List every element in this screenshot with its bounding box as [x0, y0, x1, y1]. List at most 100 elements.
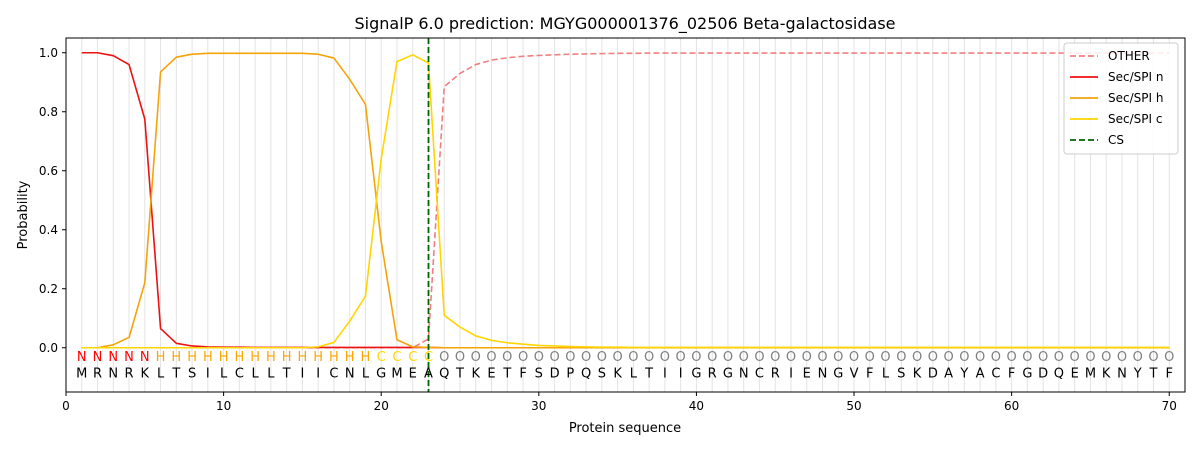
residue-label: P	[566, 366, 574, 381]
residue-label: E	[409, 366, 417, 381]
residue-label: S	[535, 366, 543, 381]
x-tick-label: 0	[62, 399, 70, 413]
residue-label: N	[818, 366, 828, 381]
residue-label: E	[487, 366, 495, 381]
residue-label: A	[944, 366, 953, 381]
legend-label: OTHER	[1108, 49, 1150, 63]
legend-label: Sec/SPI c	[1108, 112, 1162, 126]
residue-label: S	[188, 366, 196, 381]
plot-frame	[65, 37, 1186, 393]
axes: 0 10 20 30 40 50 60 70 0.0 0.2 0.4 0.6 0.8 1.0	[39, 46, 1177, 413]
series-line-sec-spi-n	[81, 51, 1170, 349]
region-label: H	[171, 350, 181, 365]
region-label: O	[1164, 350, 1174, 365]
residue-label: D	[928, 366, 938, 381]
residue-label: C	[235, 366, 244, 381]
residue-label: G	[1022, 366, 1032, 381]
residue-label: L	[267, 366, 275, 381]
region-label: O	[644, 350, 654, 365]
series-line-sec-spi-c	[81, 54, 1170, 349]
region-label: O	[676, 350, 686, 365]
region-label: O	[1070, 350, 1080, 365]
residue-label: R	[93, 366, 102, 381]
region-label: O	[991, 350, 1001, 365]
x-tick-label: 60	[1004, 399, 1019, 413]
region-label: O	[534, 350, 544, 365]
region-label: H	[203, 350, 213, 365]
region-label: O	[802, 350, 812, 365]
region-label: N	[108, 350, 118, 365]
region-label: O	[1054, 350, 1064, 365]
region-label: O	[581, 350, 591, 365]
region-label: O	[928, 350, 938, 365]
residue-label: M	[1085, 366, 1096, 381]
region-label: O	[739, 350, 749, 365]
region-label: O	[691, 350, 701, 365]
region-label: O	[471, 350, 481, 365]
residue-label: T	[171, 366, 180, 381]
residue-label: R	[708, 366, 717, 381]
x-tick-label: 50	[846, 399, 861, 413]
region-label: O	[1101, 350, 1111, 365]
region-label: H	[219, 350, 229, 365]
residue-label: T	[1149, 366, 1158, 381]
region-label: N	[93, 350, 103, 365]
residue-label: I	[789, 366, 793, 381]
region-label: O	[865, 350, 875, 365]
residue-label: T	[455, 366, 464, 381]
region-label: O	[833, 350, 843, 365]
region-label: O	[660, 350, 670, 365]
region-label: O	[1148, 350, 1158, 365]
region-label: O	[707, 350, 717, 365]
region-label: C	[408, 350, 417, 365]
region-label: O	[628, 350, 638, 365]
residue-label: I	[679, 366, 683, 381]
region-label: O	[1007, 350, 1017, 365]
region-label: O	[959, 350, 969, 365]
residue-label: I	[316, 366, 320, 381]
residue-label: E	[1071, 366, 1079, 381]
residue-label: S	[897, 366, 905, 381]
residue-label: C	[755, 366, 764, 381]
region-label: O	[1038, 350, 1048, 365]
residue-label: E	[803, 366, 811, 381]
residue-label: D	[550, 366, 560, 381]
region-label: O	[549, 350, 559, 365]
residue-label: T	[644, 366, 653, 381]
region-label: O	[754, 350, 764, 365]
region-label: O	[880, 350, 890, 365]
region-label: N	[77, 350, 87, 365]
x-tick-label: 70	[1162, 399, 1177, 413]
residue-label: N	[1117, 366, 1127, 381]
residue-label: F	[519, 366, 526, 381]
residue-label: F	[866, 366, 873, 381]
region-label: O	[613, 350, 623, 365]
residue-label: F	[1165, 366, 1172, 381]
y-tick-label: 1.0	[39, 46, 58, 60]
region-label: O	[1085, 350, 1095, 365]
region-label: O	[565, 350, 575, 365]
region-label: O	[896, 350, 906, 365]
residue-label: N	[739, 366, 749, 381]
residue-label: G	[833, 366, 843, 381]
residue-label: K	[141, 366, 150, 381]
y-tick-label: 0.6	[39, 164, 58, 178]
chart-title: SignalP 6.0 prediction: MGYG000001376_02…	[354, 14, 895, 34]
region-label: O	[943, 350, 953, 365]
residue-label: L	[362, 366, 370, 381]
region-label: H	[266, 350, 276, 365]
x-tick-label: 30	[531, 399, 546, 413]
residue-label: Q	[439, 366, 449, 381]
residue-label: K	[472, 366, 481, 381]
series-lines	[81, 38, 1170, 392]
residue-label: R	[125, 366, 134, 381]
residue-label: C	[991, 366, 1000, 381]
region-label: O	[502, 350, 512, 365]
y-tick-label: 0.8	[39, 105, 58, 119]
region-label: O	[770, 350, 780, 365]
legend: OTHER Sec/SPI n Sec/SPI h Sec/SPI c CS	[1063, 42, 1179, 155]
region-label: O	[723, 350, 733, 365]
residue-label: N	[108, 366, 118, 381]
